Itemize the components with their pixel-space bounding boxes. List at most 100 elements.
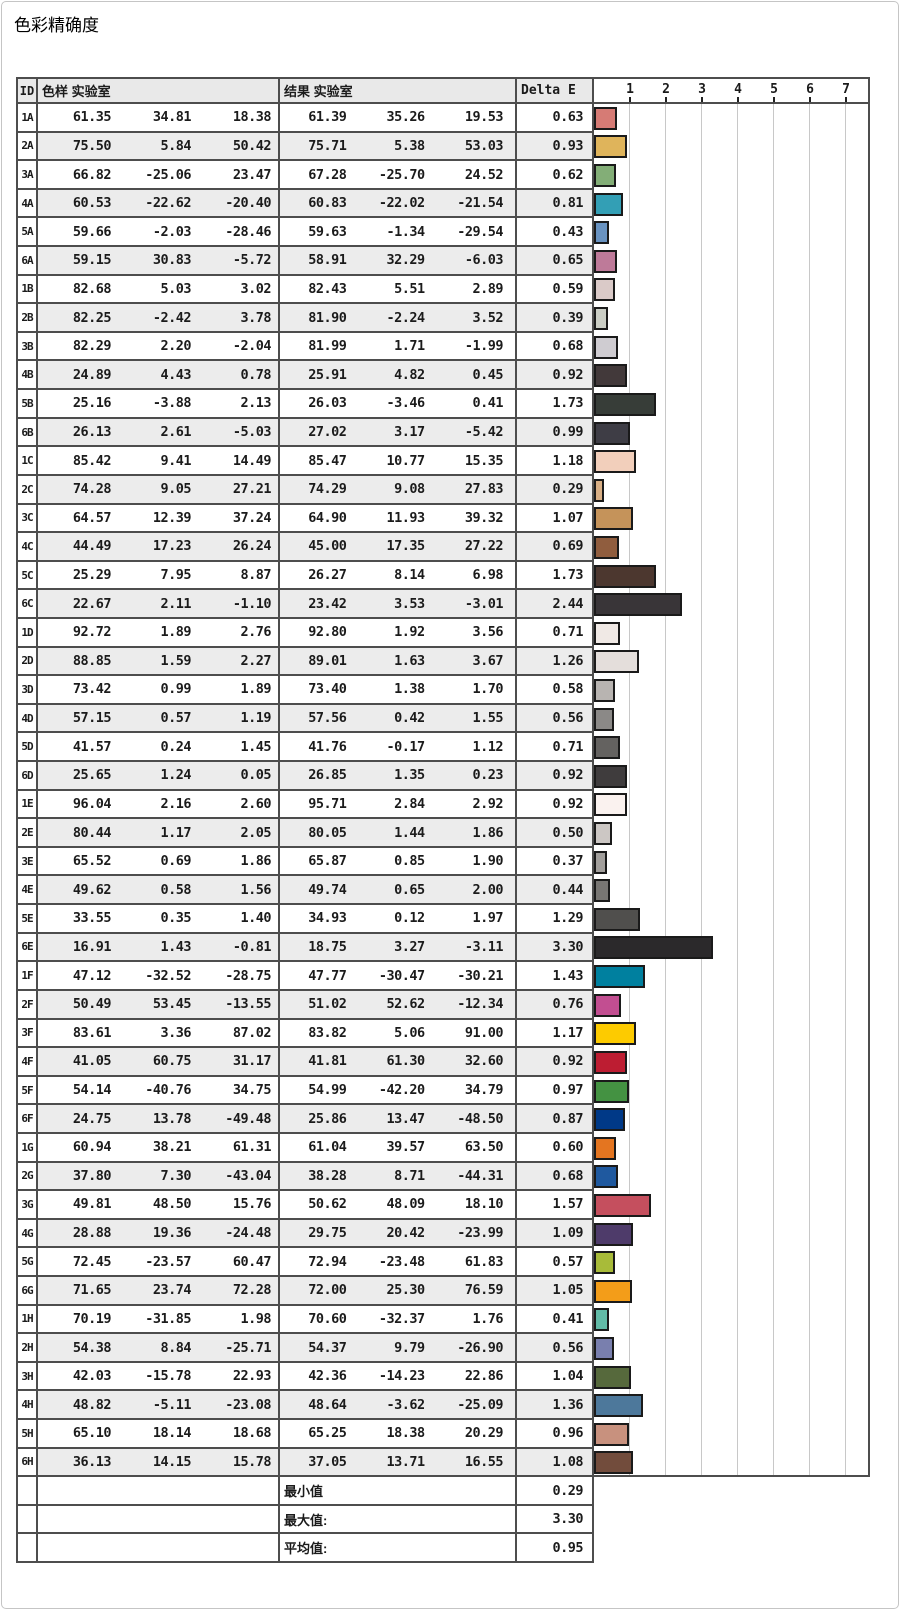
result-lab-cell: 41.76 -0.17 1.12 (280, 733, 517, 763)
delta-e-value: 0.87 (517, 1105, 594, 1134)
table-row: 3A 66.82 -25.06 23.47 67.28 -25.70 24.52 0.62 (16, 161, 870, 190)
color-swatch-bar (594, 1279, 632, 1303)
delta-e-bar-cell (594, 847, 870, 877)
result-lab-value: 1.90 (472, 853, 503, 870)
sample-lab-value: 65.52 (72, 853, 112, 870)
delta-e-value: 0.69 (517, 533, 594, 562)
sample-lab-value: 72.28 (232, 1282, 272, 1299)
sample-lab-value: 1.56 (240, 881, 271, 898)
result-lab-value: 65.87 (308, 853, 347, 870)
summary-row: 最小值 0.29 (16, 1477, 870, 1506)
sample-lab-value: 8.87 (240, 567, 271, 584)
sample-lab-cell: 28.88 19.36 -24.48 (38, 1219, 280, 1249)
table-row: 4E 49.62 0.58 1.56 49.74 0.65 2.00 0.44 (16, 876, 870, 906)
scale-tick-label: 6 (806, 82, 814, 97)
delta-e-bar-cell (594, 247, 870, 276)
row-id: 1A (16, 104, 38, 133)
sample-lab-value: 61.35 (72, 109, 112, 126)
result-lab-cell: 74.29 9.08 27.83 (280, 475, 517, 505)
table-body: 1A 61.35 34.81 18.38 61.39 35.26 19.53 0.63 2A 75… (16, 104, 870, 1478)
sample-lab-cell: 49.81 48.50 15.76 (38, 1191, 280, 1220)
table-row: 2A 75.50 5.84 50.42 75.71 5.38 53.03 0.93 (16, 132, 870, 162)
delta-e-value: 1.26 (517, 647, 594, 677)
result-lab-value: 11.93 (386, 509, 426, 526)
result-lab-value: -1.34 (386, 223, 426, 240)
result-lab-value: 22.86 (464, 1368, 504, 1385)
color-swatch-bar (594, 822, 612, 846)
delta-e-bar-cell (594, 647, 870, 677)
sample-lab-value: 61.31 (232, 1139, 272, 1156)
color-swatch-bar (594, 764, 628, 788)
result-lab-value: 61.39 (308, 109, 347, 126)
sample-lab-value: 2.60 (240, 795, 271, 812)
result-lab-value: 61.83 (464, 1253, 504, 1270)
sample-lab-value: 7.30 (160, 1167, 191, 1184)
scale-tick-mark (701, 97, 703, 102)
result-lab-value: 67.28 (308, 166, 347, 183)
color-swatch-bar (594, 450, 637, 474)
color-swatch-bar (594, 1165, 619, 1189)
result-lab-value: 32.29 (386, 252, 426, 269)
color-swatch-bar (594, 1193, 651, 1217)
delta-e-bar-cell (594, 1420, 870, 1449)
row-id: 6G (16, 1276, 38, 1306)
row-id: 4G (16, 1219, 38, 1249)
sample-lab-cell: 25.65 1.24 0.05 (38, 762, 280, 791)
result-lab-value: 0.23 (472, 767, 503, 784)
sample-lab-value: 66.82 (72, 166, 112, 183)
result-lab-cell: 67.28 -25.70 24.52 (280, 161, 517, 190)
result-lab-value: -12.34 (457, 996, 503, 1013)
sample-lab-value: 85.42 (72, 452, 112, 469)
delta-e-value: 0.97 (517, 1076, 594, 1106)
sample-lab-value: 59.15 (72, 252, 112, 269)
row-id: 3C (16, 504, 38, 534)
result-lab-cell: 54.99 -42.20 34.79 (280, 1076, 517, 1106)
result-lab-value: -6.03 (464, 252, 504, 269)
delta-e-bar-cell (594, 590, 870, 619)
table-row: 4B 24.89 4.43 0.78 25.91 4.82 0.45 0.92 (16, 361, 870, 391)
table-row: 4H 48.82 -5.11 -23.08 48.64 -3.62 -25.09 1.36 (16, 1391, 870, 1421)
sample-lab-value: 9.41 (160, 452, 191, 469)
table-row: 4C 44.49 17.23 26.24 45.00 17.35 27.22 0.69 (16, 533, 870, 562)
sample-lab-value: 1.98 (240, 1310, 271, 1327)
sample-lab-value: 60.75 (152, 1053, 192, 1070)
sample-lab-value: -28.46 (225, 223, 271, 240)
sample-lab-value: 37.24 (232, 509, 272, 526)
delta-e-value: 0.81 (517, 189, 594, 219)
table-header-row: ID 色样 实验室 结果 实验室 Delta E 1 2 3 4 5 6 7 (16, 77, 870, 104)
delta-e-value: 1.57 (517, 1191, 594, 1220)
delta-e-value: 0.92 (517, 790, 594, 820)
color-swatch-bar (594, 421, 630, 445)
result-lab-value: 19.53 (464, 109, 504, 126)
result-lab-value: 85.47 (308, 452, 347, 469)
sample-lab-value: 75.50 (72, 137, 112, 154)
sample-lab-value: 54.14 (72, 1082, 112, 1099)
sample-lab-value: 96.04 (72, 795, 112, 812)
sample-lab-value: 30.83 (152, 252, 192, 269)
sample-lab-value: 7.95 (160, 567, 191, 584)
result-lab-cell: 49.74 0.65 2.00 (280, 876, 517, 906)
sample-lab-value: 0.69 (160, 853, 191, 870)
result-lab-cell: 18.75 3.27 -3.11 (280, 933, 517, 963)
result-lab-value: 32.60 (464, 1053, 504, 1070)
table-row: 6B 26.13 2.61 -5.03 27.02 3.17 -5.42 0.99 (16, 418, 870, 448)
sample-lab-cell: 33.55 0.35 1.40 (38, 905, 280, 934)
sample-lab-value: 60.53 (72, 195, 112, 212)
result-lab-cell: 34.93 0.12 1.97 (280, 905, 517, 934)
sample-lab-value: 72.45 (72, 1253, 112, 1270)
result-lab-value: 1.76 (472, 1310, 503, 1327)
sample-lab-value: 2.20 (160, 338, 191, 355)
sample-lab-value: 15.76 (232, 1196, 272, 1213)
color-swatch-bar (594, 1136, 616, 1160)
delta-e-value: 1.29 (517, 905, 594, 934)
result-lab-value: 0.65 (394, 881, 425, 898)
sample-lab-value: 4.43 (160, 366, 191, 383)
row-id: 2F (16, 990, 38, 1020)
sample-lab-value: 82.29 (72, 338, 112, 355)
result-lab-cell: 38.28 8.71 -44.31 (280, 1162, 517, 1192)
sample-lab-value: 0.58 (160, 881, 191, 898)
result-lab-cell: 25.91 4.82 0.45 (280, 361, 517, 391)
table-row: 1A 61.35 34.81 18.38 61.39 35.26 19.53 0.63 (16, 104, 870, 133)
result-lab-value: 41.81 (308, 1053, 347, 1070)
row-id: 3H (16, 1362, 38, 1392)
